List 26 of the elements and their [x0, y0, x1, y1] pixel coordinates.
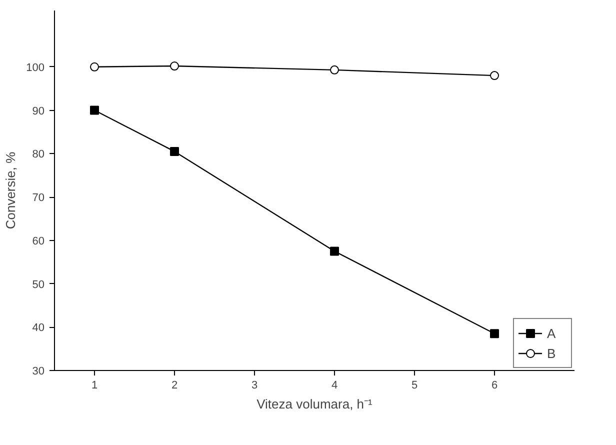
- legend-label: B: [547, 346, 557, 360]
- y-tick-label: 30: [32, 366, 45, 378]
- x-axis-title: Viteza volumara, h⁻¹: [256, 396, 374, 412]
- x-tick-label: 4: [331, 380, 338, 392]
- point: [90, 62, 99, 72]
- y-tick-label: 100: [26, 62, 45, 74]
- point: [490, 329, 499, 338]
- x-tick-label: 1: [91, 380, 98, 392]
- point: [170, 146, 179, 156]
- point: [330, 246, 339, 256]
- y-tick-label: 40: [32, 322, 45, 334]
- x-tick-label: 6: [491, 380, 498, 392]
- x-tick-label: 3: [251, 380, 258, 392]
- x-tick-label: 2: [171, 380, 178, 392]
- y-tick-label: 50: [32, 278, 45, 291]
- y-tick-label: 80: [32, 148, 45, 161]
- y-tick-label: 70: [32, 192, 45, 204]
- y-axis-title: Conversie, %: [3, 151, 18, 230]
- point: [90, 106, 99, 115]
- y-tick-label: 90: [32, 105, 45, 118]
- point: [490, 71, 499, 80]
- y-tick-label: 60: [32, 235, 45, 248]
- point: [170, 62, 179, 71]
- x-tick-label: 5: [411, 380, 418, 392]
- legend-label: A: [547, 326, 557, 340]
- point: [330, 65, 339, 74]
